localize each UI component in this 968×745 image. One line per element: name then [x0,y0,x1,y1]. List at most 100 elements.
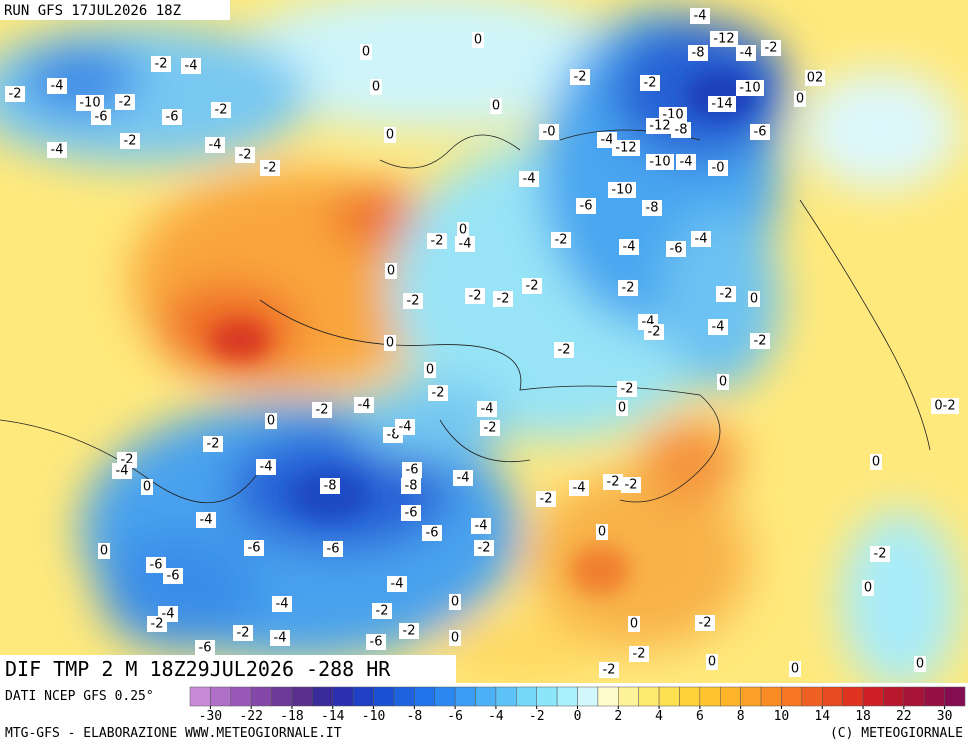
contour-label: 0 [362,45,370,60]
contour-label-box [471,518,491,534]
contour-label: 0 [872,455,880,470]
colorbar-tick-label: -4 [488,709,504,724]
contour-label-box [151,56,171,72]
contour-label: -10 [739,81,760,96]
contour-label-box [616,400,628,416]
contour-label-box [862,580,874,596]
colorbar-swatch [821,686,843,707]
contour-label-box [671,122,691,138]
contour-label: -0 [543,125,556,140]
contour-label-box [644,324,664,340]
contour-label: -8 [405,479,418,494]
contour-label-box [427,233,447,249]
contour-label: -4 [740,46,753,61]
colorbar-tick-label: -6 [447,709,463,724]
contour-label: 0 [451,631,459,646]
contour-label: -2 [497,292,510,307]
contour-label-box [270,630,290,646]
contour-label: -4 [51,143,64,158]
contour-label: 0 [750,292,758,307]
contour-label: -10 [649,155,670,170]
contour-label: -6 [670,242,683,257]
contour-label-box [402,462,422,478]
contour-label: -6 [754,125,767,140]
contour-label: -4 [623,240,636,255]
contour-label-box [235,147,255,163]
contour-label-box [619,239,639,255]
contour-label-box [428,385,448,401]
colorbar-swatch [577,686,599,707]
contour-label-box [449,594,461,610]
contour-label: -2 [558,343,571,358]
contour-label-box [539,124,559,140]
contour-label-box [366,634,386,650]
contour-label: 0 [387,264,395,279]
contour-label: -6 [370,635,383,650]
contour-label-box [387,576,407,592]
contour-label: -4 [695,232,708,247]
contour-label-box [750,124,770,140]
contour-label: -4 [680,155,693,170]
contour-label-box [870,454,882,470]
colorbar-swatch [638,686,660,707]
contour-label-box [736,45,756,61]
contour-label: -4 [209,138,222,153]
contour-label-box [265,413,277,429]
contour-label: -2 [264,161,277,176]
contour-label-box [401,478,421,494]
contour-label-box [372,603,392,619]
contour-label-box [676,154,696,170]
contour-label: -2 [215,103,228,118]
contour-label: -4 [457,471,470,486]
contour-label-box [354,397,374,413]
contour-label: -2 [237,626,250,641]
contour-label: -6 [166,110,179,125]
contour-label: 0 [386,336,394,351]
contour-label: 0 [372,80,380,95]
contour-label: -4 [694,9,707,24]
contour-label-box [477,401,497,417]
colorbar-swatch [516,686,537,707]
contour-label-box [395,419,415,435]
contour-label: 0 [719,375,727,390]
contour-label-box [642,200,662,216]
footer-left: MTG-GFS - ELABORAZIONE WWW.METEOGIORNALE… [5,726,342,741]
colorbar-swatch [883,686,905,707]
contour-label: 0 [386,128,394,143]
contour-label: -2 [207,437,220,452]
contour-label: -2 [607,475,620,490]
contour-label-box [112,463,132,479]
colorbar-swatch [618,686,639,707]
colorbar-swatch [454,686,476,707]
contour-label: -2 [754,334,767,349]
contour-label: -6 [150,558,163,573]
contour-label: 0-2 [934,399,955,414]
contour-label-box [480,420,500,436]
contour-label-box [360,44,372,60]
contour-label-box [708,160,728,176]
contour-label: -2 [765,41,778,56]
contour-label-box [931,398,959,414]
contour-label: 0 [451,595,459,610]
contour-label-box [465,288,485,304]
contour-label-box [403,293,423,309]
contour-label-box [794,91,806,107]
colorbar-swatch [597,686,619,707]
contour-label-box [422,525,442,541]
contour-label-box [47,142,67,158]
contour-label: -8 [324,479,337,494]
contour-label: -2 [469,289,482,304]
contour-label: 0 [598,525,606,540]
colorbar-swatch [393,686,415,707]
contour-label-box [570,69,590,85]
contour-label-box [554,342,574,358]
colorbar-tick-label: 10 [774,709,790,724]
contour-label-box [384,335,396,351]
contour-label-box [870,546,890,562]
contour-label-box [596,524,608,540]
contour-label: -2 [633,647,646,662]
contour-label-box [617,381,637,397]
contour-label: -6 [167,569,180,584]
contour-label-box [576,198,596,214]
